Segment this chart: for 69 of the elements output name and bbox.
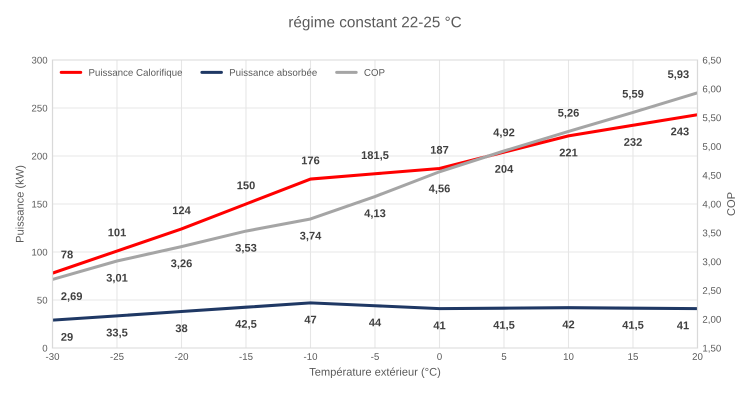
x-axis-title: Température extérieur (°C): [309, 367, 440, 378]
x-tick-label: -15: [239, 353, 253, 360]
legend-label: COP: [364, 69, 384, 76]
data-label: 3,53: [235, 244, 256, 254]
data-label: 4,92: [493, 128, 514, 138]
y2-tick-label: 6,50: [702, 56, 721, 65]
data-label: 4,56: [428, 184, 450, 194]
y-tick-label: 250: [32, 104, 48, 112]
legend-label: Puissance Calorifique: [89, 68, 182, 78]
data-label: 5,93: [668, 70, 689, 80]
y2-tick-label: 2,50: [702, 287, 721, 296]
data-label: 181,5: [362, 151, 389, 161]
y2-tick-label: 6,00: [702, 86, 721, 94]
data-label: 5,59: [622, 90, 644, 100]
data-label: 124: [172, 206, 191, 214]
y2-tick-label: 2,00: [702, 316, 721, 324]
data-label: 187: [430, 146, 448, 154]
y-tick-label: 300: [32, 56, 48, 64]
data-label: 150: [237, 181, 255, 190]
y2-tick-label: 3,00: [702, 258, 721, 266]
data-label: 221: [560, 148, 578, 156]
x-tick-label: -20: [174, 353, 188, 360]
data-label: 33,5: [106, 328, 128, 338]
data-label: 78: [61, 250, 73, 258]
data-label: 5,26: [558, 108, 579, 118]
y-tick-label: 100: [32, 248, 48, 256]
x-tick-label: 0: [437, 353, 442, 360]
chart-title: régime constant 22-25 °C: [289, 16, 462, 30]
y-tick-label: 0: [42, 344, 48, 352]
data-label: 4,13: [364, 209, 386, 219]
y2-tick-label: 1,50: [703, 344, 721, 353]
data-label: 38: [176, 324, 188, 332]
x-tick-label: 20: [692, 353, 703, 360]
x-tick-label: 5: [502, 353, 506, 360]
y2-tick-label: 5,00: [702, 143, 721, 152]
data-label: 41,5: [493, 321, 515, 330]
x-tick-label: 15: [628, 353, 638, 360]
x-tick-label: -10: [304, 353, 318, 360]
y-tick-label: 150: [32, 200, 48, 208]
y-tick-label: 200: [32, 152, 48, 160]
data-label: 3,01: [106, 274, 128, 284]
x-tick-label: -30: [46, 353, 60, 360]
x-tick-label: 10: [564, 353, 574, 360]
y-axis-title: Puissance (kW): [16, 166, 26, 242]
data-label: 44: [368, 318, 382, 326]
y-tick-label: 50: [37, 296, 48, 304]
data-label: 47: [304, 316, 316, 324]
y2-tick-label: 3,50: [702, 230, 721, 238]
data-label: 42: [562, 320, 574, 328]
data-label: 204: [495, 164, 514, 173]
legend-label: Puissance absorbée: [230, 68, 317, 76]
data-label: 243: [671, 128, 689, 136]
data-label: 42,5: [235, 320, 257, 330]
data-label: 176: [302, 156, 320, 164]
data-label: 29: [61, 332, 73, 341]
data-label: 41: [676, 322, 689, 330]
x-tick-label: -25: [110, 353, 124, 360]
y2-axis-title: COP: [727, 192, 735, 216]
data-label: 41: [433, 322, 446, 330]
data-label: 101: [108, 228, 126, 236]
y2-tick-label: 5,50: [702, 114, 721, 122]
data-label: 3,74: [300, 232, 322, 242]
x-tick-label: -5: [371, 353, 379, 360]
y2-tick-label: 4,00: [702, 200, 721, 209]
y2-tick-label: 4,50: [702, 172, 721, 180]
data-label: 232: [624, 138, 642, 146]
data-label: 3,26: [170, 259, 192, 269]
data-label: 2,69: [61, 292, 82, 302]
data-label: 41,5: [622, 321, 644, 330]
